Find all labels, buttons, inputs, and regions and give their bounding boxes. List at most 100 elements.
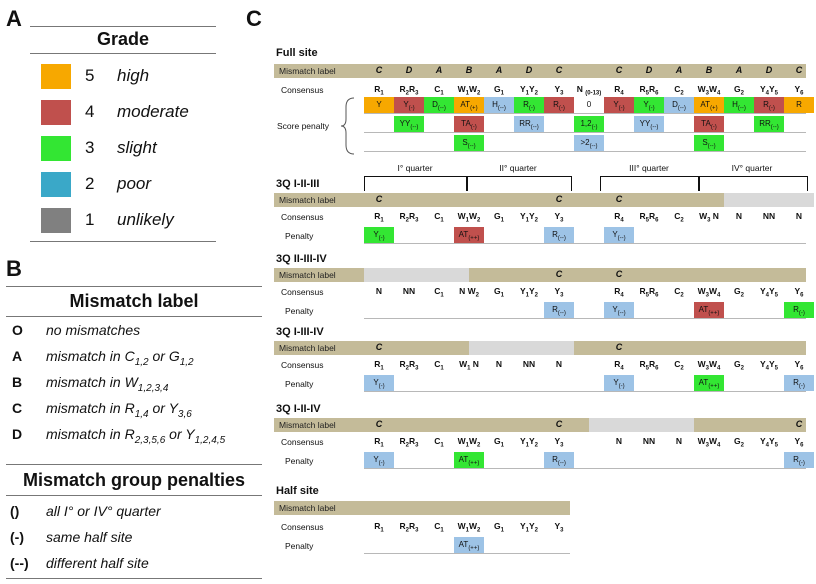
grade-swatch	[41, 136, 71, 161]
cell-text: R	[793, 378, 799, 387]
cell-text: Y	[769, 84, 775, 94]
row-divider	[364, 318, 806, 319]
subscript: (--)	[437, 105, 446, 112]
subscript: 1	[500, 527, 504, 534]
cell-text: N	[495, 359, 503, 369]
mismatch-label-text: Mismatch label	[279, 420, 336, 430]
cell-text: R	[553, 100, 559, 109]
subscript: 1	[440, 442, 444, 449]
cell-text: 1,2	[580, 119, 592, 128]
cell-text: W	[709, 84, 718, 94]
consensus-cell: R2R3	[394, 359, 424, 372]
penalty-key: (--)	[10, 555, 29, 571]
subscript: 6	[800, 365, 804, 372]
cell-text: Y	[519, 286, 526, 296]
cell-text: W	[457, 211, 466, 221]
subscript: (+)	[470, 105, 478, 112]
divider	[30, 241, 216, 242]
grade-number: 4	[85, 102, 95, 121]
subscript: (-)	[618, 383, 625, 390]
row-divider	[364, 113, 806, 114]
quarter-4-label: IV° quarter	[731, 163, 773, 173]
consensus-cell: NN	[514, 359, 544, 369]
consensus-cell: NN	[634, 436, 664, 446]
cell-text: G	[734, 286, 741, 296]
cell-text: C	[434, 521, 441, 531]
penalty-key: (-)	[10, 529, 24, 545]
subscript: 1	[500, 217, 504, 224]
penalty-cell: YY(--)	[394, 116, 424, 132]
penalty-cell: R	[784, 97, 814, 113]
mismatch-label-bar	[274, 501, 570, 515]
section-title: 3Q I-II-IV	[276, 403, 321, 415]
mismatch-label-text: Mismatch label	[279, 503, 336, 513]
consensus-cell: NN	[754, 211, 784, 221]
subscript: (--)	[557, 460, 566, 467]
subscript: (++)	[708, 310, 720, 317]
penalty-cell: TA(-)	[694, 116, 724, 132]
mismatch-letter: C	[555, 269, 563, 279]
cell-text: Y	[519, 84, 526, 94]
grade-title: Grade	[96, 29, 150, 49]
row-divider	[364, 553, 570, 554]
subscript: 1	[380, 442, 384, 449]
mismatch-letter: C	[375, 419, 383, 429]
consensus-cell: R5R6	[634, 84, 664, 97]
cell-text: R	[399, 436, 406, 446]
penalty-cell: R(-)	[784, 302, 814, 318]
cell-text: or G	[148, 348, 180, 364]
mismatch-key: D	[12, 426, 23, 442]
consensus-cell: R2R3	[394, 211, 424, 224]
subscript: (-)	[798, 460, 805, 467]
cell-text: Y	[403, 100, 409, 109]
consensus-label: Consensus	[281, 85, 324, 95]
cell-text: C	[434, 286, 441, 296]
consensus-cell: Y1Y2	[514, 211, 544, 224]
penalty-cell: R(--)	[544, 452, 574, 468]
subscript: 1	[440, 527, 444, 534]
subscript: 4	[765, 365, 769, 372]
cell-text: N	[675, 436, 683, 446]
mismatch-title: Mismatch label	[69, 291, 199, 311]
divider	[30, 26, 216, 27]
divider	[6, 316, 262, 317]
cell-text: Y	[529, 436, 535, 446]
mismatch-label-bar	[274, 64, 806, 78]
penalty-cell: S(--)	[454, 135, 484, 151]
penalty-cell: TA(-)	[454, 116, 484, 132]
cell-text: Y	[794, 84, 801, 94]
subscript: 5	[645, 292, 649, 299]
consensus-cell: Y3	[544, 211, 574, 224]
consensus-label: Consensus	[281, 360, 324, 370]
consensus-cell: NN	[394, 286, 424, 296]
cell-text: TA	[461, 119, 471, 128]
mismatch-text: mismatch in R1,4 or Y3,6	[46, 400, 192, 420]
masked-region	[364, 268, 469, 282]
mismatch-label-text: Mismatch label	[279, 343, 336, 353]
cell-text: NN	[762, 211, 776, 221]
cell-text: N	[710, 211, 719, 221]
grade-number: 1	[85, 210, 95, 229]
subscript: (--)	[530, 124, 539, 131]
cell-text: R	[409, 84, 416, 94]
consensus-cell: W3W4	[694, 359, 724, 372]
mismatch-text: mismatch in R2,3,5,6 or Y1,2,4,5	[46, 426, 225, 446]
subscript: 1,2	[134, 356, 149, 368]
quarter-2-label: II° quarter	[499, 163, 537, 173]
consensus-cell: N	[364, 286, 394, 296]
cell-text: AT	[458, 540, 469, 549]
brace-icon	[340, 97, 355, 155]
penalty-text: different half site	[46, 555, 149, 571]
quarter-bracket	[600, 176, 700, 191]
subscript: 3	[560, 527, 564, 534]
cell-text: C	[674, 84, 681, 94]
consensus-cell: R1	[364, 359, 394, 372]
subscript: (+)	[710, 105, 718, 112]
cell-text: S	[702, 138, 708, 147]
grade-swatch	[41, 172, 71, 197]
subscript: (--)	[410, 124, 419, 131]
subscript: 2,3,5,6	[134, 434, 166, 446]
mismatch-letter: A	[735, 65, 743, 75]
penalty-cell: D(--)	[664, 97, 694, 113]
cell-text: Y	[769, 359, 775, 369]
